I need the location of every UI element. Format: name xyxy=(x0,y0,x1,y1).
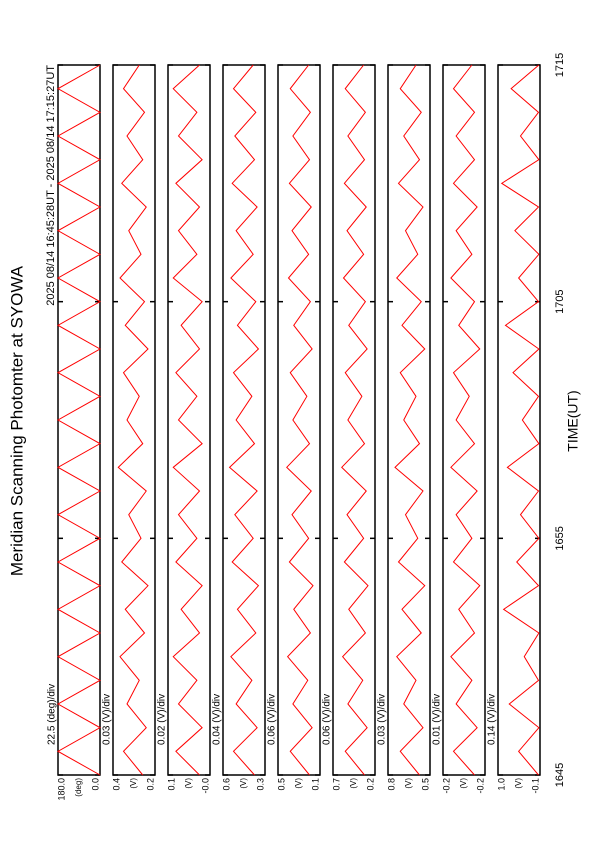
panel-frame xyxy=(112,64,156,776)
trace xyxy=(450,64,481,776)
x-tick-label: 1715 xyxy=(554,53,566,77)
y-tick-label: 0.0 xyxy=(90,778,100,791)
trace xyxy=(286,64,314,776)
panel-frame xyxy=(497,64,541,776)
y-tick-label: 0.3 xyxy=(255,778,265,791)
y-tick-label: -0.0 xyxy=(200,778,210,794)
y-tick-label: 0.8 xyxy=(386,778,396,791)
y-tick-label: 1.0 xyxy=(496,778,506,791)
x-tick-label: 1655 xyxy=(554,526,566,550)
scale-label: 0.14 (V)/div xyxy=(487,694,498,745)
chart-title: Meridian Scanning Photomter at SYOWA xyxy=(7,265,26,576)
unit-label: (V) xyxy=(349,778,358,789)
unit-label: (V) xyxy=(294,778,303,789)
panel-frame xyxy=(222,64,266,776)
trace xyxy=(228,64,260,776)
panel-frame xyxy=(277,64,321,776)
panel-frame xyxy=(387,64,431,776)
y-tick-label: -0.2 xyxy=(475,778,485,794)
rotated-plot: Meridian Scanning Photomter at SYOWA 202… xyxy=(7,53,580,801)
x-tick-label: 1705 xyxy=(554,289,566,313)
panel-frame xyxy=(167,64,211,776)
y-tick-label: 0.2 xyxy=(145,778,155,791)
panel-frame xyxy=(332,64,376,776)
y-tick-label: -0.1 xyxy=(530,778,540,794)
panel-frame xyxy=(442,64,486,776)
trace xyxy=(341,64,369,776)
y-tick-label: 180.0 xyxy=(56,778,66,801)
scale-label: 22.5 (deg)/div xyxy=(47,684,58,745)
trace xyxy=(172,64,203,776)
y-tick-label: 0.7 xyxy=(331,778,341,791)
y-tick-label: 0.1 xyxy=(310,778,320,791)
unit-label: (V) xyxy=(459,778,468,789)
unit-label: (V) xyxy=(239,778,248,789)
trace xyxy=(500,64,540,776)
scale-label: 0.01 (V)/div xyxy=(432,694,443,745)
y-tick-label: 0.5 xyxy=(276,778,286,791)
unit-label: (V) xyxy=(404,778,413,789)
unit-label: (V) xyxy=(129,778,138,789)
scale-label: 0.02 (V)/div xyxy=(157,694,168,745)
scale-label: 0.03 (V)/div xyxy=(102,694,113,745)
unit-label: (V) xyxy=(514,778,523,789)
y-tick-label: 0.5 xyxy=(420,778,430,791)
trace xyxy=(117,64,149,776)
unit-label: (V) xyxy=(184,778,193,789)
y-tick-label: 0.4 xyxy=(111,778,121,791)
y-tick-label: 0.2 xyxy=(365,778,375,791)
y-tick-label: -0.2 xyxy=(441,778,451,794)
chart-subtitle: 2025 08/14 16:45:28UT - 2025 08/14 17:15… xyxy=(45,65,57,306)
trace xyxy=(56,64,102,776)
x-tick-label: 1645 xyxy=(554,763,566,787)
y-tick-label: 0.1 xyxy=(166,778,176,791)
scale-label: 0.06 (V)/div xyxy=(322,694,333,745)
scale-label: 0.06 (V)/div xyxy=(267,694,278,745)
scale-label: 0.03 (V)/div xyxy=(377,694,388,745)
x-axis-label: TIME(UT) xyxy=(565,390,581,451)
y-tick-label: 0.6 xyxy=(221,778,231,791)
scale-label: 0.04 (V)/div xyxy=(212,694,223,745)
unit-label: (deg) xyxy=(74,778,83,797)
trace xyxy=(394,64,426,776)
